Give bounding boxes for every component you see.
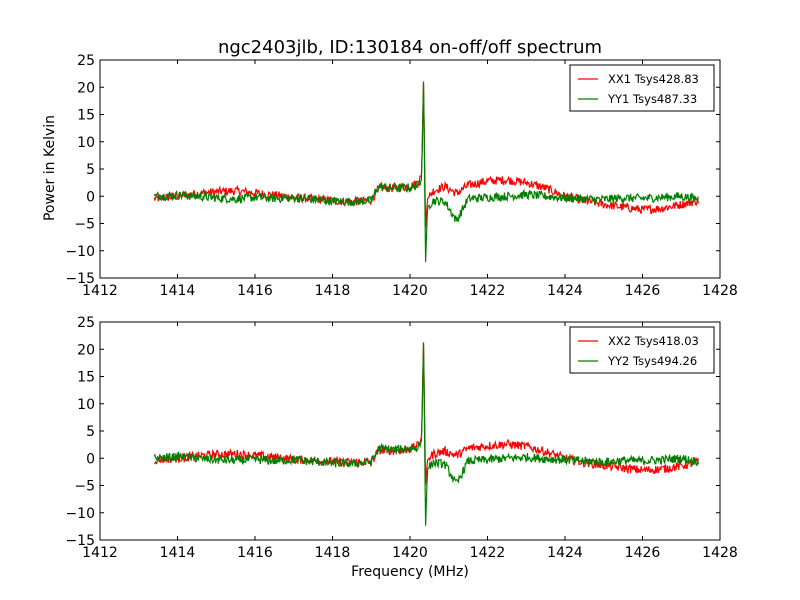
x-axis-label: Frequency (MHz) [351,564,469,580]
legend-entry: XX1 Tsys428.83 [608,72,699,86]
y-tick-label: 15 [77,370,95,386]
y-tick-label: 20 [77,342,95,358]
legend-entry: YY1 Tsys487.33 [607,92,697,106]
y-tick-label: 0 [86,189,95,205]
y-tick-label: 5 [86,424,95,440]
subplot-2: 1412 1414 1416 1418 1420 1422 1424 1426 1428 −15 −… [65,315,737,561]
y-tick-label: −15 [65,533,95,549]
x-tick-label: 1416 [237,545,273,561]
x-tick-label: 1412 [82,545,118,561]
x-tick-label: 1424 [547,545,583,561]
series-line-2 [153,81,699,263]
y-tick-label: −10 [65,244,95,260]
y-axis-label: Power in Kelvin [42,115,58,221]
x-tick-label: 1420 [392,545,428,561]
x-tick-label: 1426 [625,545,661,561]
series-group [153,342,699,526]
legend: XX1 Tsys428.83 YY1 Tsys487.33 [569,64,715,112]
legend: XX2 Tsys418.03 YY2 Tsys494.26 [569,326,715,374]
x-tick-label: 1420 [392,283,428,299]
x-tick-label: 1414 [160,545,196,561]
x-tick-label: 1418 [315,545,351,561]
legend-entry: XX2 Tsys418.03 [608,334,699,348]
x-tick-label: 1424 [547,283,583,299]
y-tick-label: 10 [77,135,95,151]
y-tick-label: 20 [77,80,95,96]
y-tick-label: 5 [86,162,95,178]
x-tick-label: 1428 [702,283,738,299]
legend-box [569,64,715,112]
series-line-1 [154,343,699,485]
y-tick-label: −5 [74,217,95,233]
series-group [153,81,699,263]
subplots: 1412 1414 1416 1418 1420 1422 1424 1426 1428 −15 −… [65,53,737,561]
x-tick-label: 1428 [702,545,738,561]
series-line-2 [153,342,699,526]
y-tick-label: 15 [77,108,95,124]
y-tick-label: 25 [77,53,95,69]
y-tick-label: −15 [65,271,95,287]
y-tick-label: −5 [74,479,95,495]
x-tick-label: 1416 [237,283,273,299]
x-tick-label: 1422 [470,283,506,299]
subplot-1: 1412 1414 1416 1418 1420 1422 1424 1426 1428 −15 −… [65,53,737,299]
y-tick-label: 10 [77,397,95,413]
y-tick-label: 25 [77,315,95,331]
x-tick-label: 1412 [82,283,118,299]
x-tick-label: 1422 [470,545,506,561]
legend-entry: YY2 Tsys494.26 [607,354,697,368]
y-tick-label: 0 [86,451,95,467]
legend-box [569,326,715,374]
x-tick-label: 1414 [160,283,196,299]
figure-title: ngc2403jlb, ID:130184 on-off/off spectru… [218,37,602,58]
series-line-1 [153,82,699,228]
y-tick-label: −10 [65,506,95,522]
x-tick-label: 1426 [625,283,661,299]
x-tick-label: 1418 [315,283,351,299]
